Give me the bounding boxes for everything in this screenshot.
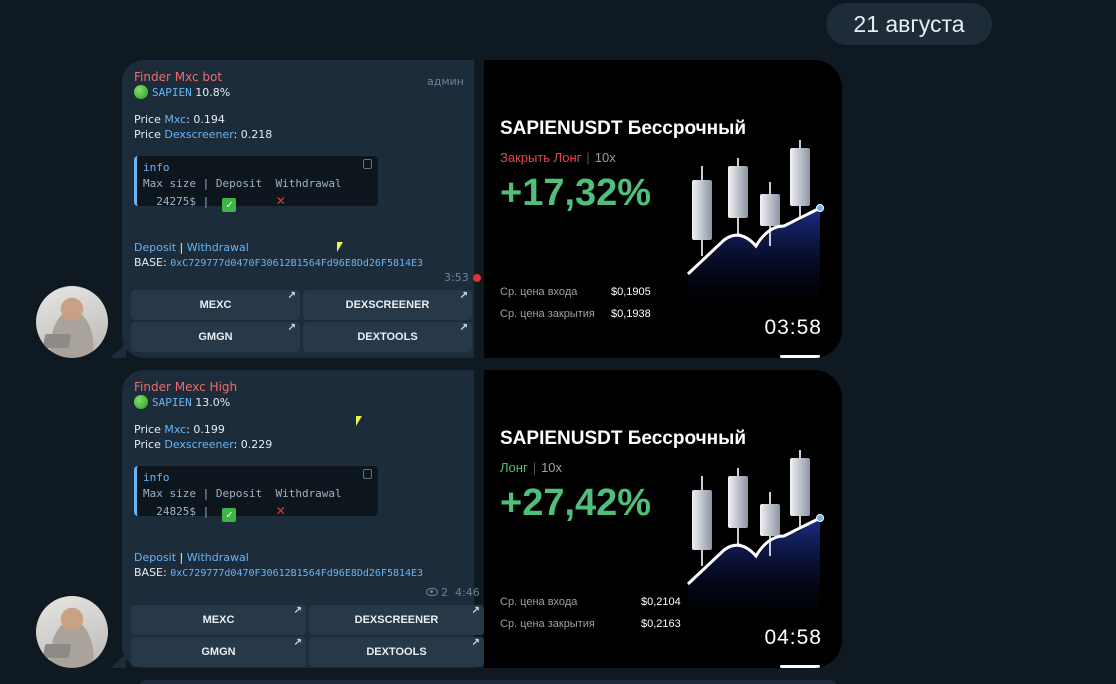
info-label: info [143, 161, 170, 174]
base-address[interactable]: 0xC729777d0470F30612B1564Fd96E8Dd26F5814… [170, 568, 424, 579]
progress-bar[interactable] [780, 355, 820, 358]
card-pnl: +27,42% [500, 482, 652, 524]
gmgn-button[interactable]: GMGN ↗ [131, 637, 306, 667]
progress-bar[interactable] [780, 665, 820, 668]
copy-icon[interactable] [363, 469, 372, 479]
check-mark-icon: ✓ [222, 198, 237, 212]
spread-value: 13.0% [195, 396, 231, 409]
next-message-edge [138, 680, 838, 684]
avatar[interactable] [36, 286, 108, 358]
external-arrow-icon: ↗ [459, 290, 468, 301]
entry-price: Ср. цена входа $0,2104 [500, 596, 681, 608]
video-duration: 03:58 [764, 316, 822, 339]
avatar[interactable] [36, 596, 108, 668]
eye-icon [426, 588, 438, 596]
dexscreener-link[interactable]: Dexscreener [164, 128, 234, 141]
external-arrow-icon: ↗ [293, 605, 302, 616]
price-mxc: Price Mxc: 0.199 [134, 423, 225, 436]
info-block[interactable]: info Max size | Deposit Withdrawal 24825… [134, 466, 378, 522]
reaction-indicator [473, 274, 481, 282]
token-line: SAPIEN 10.8% [134, 85, 466, 100]
mexc-button[interactable]: MEXC ↗ [131, 605, 306, 635]
external-arrow-icon: ↗ [459, 322, 468, 333]
base-line: BASE: 0xC729777d0470F30612B1564Fd96E8Dd2… [134, 566, 424, 579]
view-count: 2 [426, 586, 448, 599]
external-arrow-icon: ↗ [287, 322, 296, 333]
cross-mark-icon: ✕ [276, 501, 286, 519]
deposit-link[interactable]: Deposit [134, 551, 177, 564]
external-arrow-icon: ↗ [471, 637, 480, 648]
external-arrow-icon: ↗ [293, 637, 302, 648]
info-label: info [143, 471, 170, 484]
mexc-button[interactable]: MEXC ↗ [131, 290, 300, 320]
price-mxc: Price Mxc: 0.194 [134, 113, 225, 126]
info-header: Max size | Deposit Withdrawal [143, 487, 342, 500]
token-name[interactable]: SAPIEN [152, 396, 192, 409]
info-values: 24825$ | ✓ ✕ [143, 501, 286, 522]
dexscreener-button[interactable]: DEXSCREENER ↗ [309, 605, 484, 635]
admin-badge: админ [427, 75, 464, 88]
cross-mark-icon: ✕ [276, 191, 286, 209]
price-dex: Price Dexscreener: 0.218 [134, 128, 273, 141]
message-time: 4:46 [455, 586, 480, 599]
price-dex: Price Dexscreener: 0.229 [134, 438, 273, 451]
spread-value: 10.8% [195, 86, 231, 99]
date-separator: 21 августа [826, 3, 992, 45]
base-line: BASE: 0xC729777d0470F30612B1564Fd96E8Dd2… [134, 256, 424, 269]
green-circle-icon [134, 85, 148, 99]
copy-icon[interactable] [363, 159, 372, 169]
deposit-withdrawal-links: Deposit | Withdrawal [134, 551, 249, 564]
check-mark-icon: ✓ [222, 508, 237, 522]
video-duration: 04:58 [764, 626, 822, 649]
info-header: Max size | Deposit Withdrawal [143, 177, 342, 190]
card-side: Закрыть Лонг | 10x [500, 150, 616, 165]
external-arrow-icon: ↗ [471, 605, 480, 616]
mouse-cursor [356, 416, 362, 426]
mxc-link[interactable]: Mxc [164, 423, 187, 436]
card-title: SAPIENUSDT Бессрочный [500, 428, 746, 449]
card-side: Лонг | 10x [500, 460, 563, 475]
info-values: 24275$ | ✓ ✕ [143, 191, 286, 212]
deposit-link[interactable]: Deposit [134, 241, 177, 254]
close-price: Ср. цена закрытия $0,2163 [500, 618, 681, 630]
gmgn-button[interactable]: GMGN ↗ [131, 322, 300, 352]
external-arrow-icon: ↗ [287, 290, 296, 301]
dextools-button[interactable]: DEXTOOLS ↗ [309, 637, 484, 667]
entry-price: Ср. цена входа $0,1905 [500, 286, 651, 298]
sender-name[interactable]: Finder Mexc High [134, 380, 238, 394]
green-circle-icon [134, 395, 148, 409]
candlestick-illustration [686, 140, 824, 306]
base-address[interactable]: 0xC729777d0470F30612B1564Fd96E8Dd26F5814… [170, 258, 424, 269]
card-title: SAPIENUSDT Бессрочный [500, 118, 746, 139]
withdrawal-link[interactable]: Withdrawal [186, 551, 249, 564]
token-name[interactable]: SAPIEN [152, 86, 192, 99]
dexscreener-link[interactable]: Dexscreener [164, 438, 234, 451]
candlestick-illustration [686, 450, 824, 616]
mxc-link[interactable]: Mxc [164, 113, 187, 126]
pnl-card-image[interactable]: SAPIENUSDT Бессрочный Лонг | 10x +27,42% С… [484, 370, 842, 668]
deposit-withdrawal-links: Deposit | Withdrawal [134, 241, 249, 254]
pnl-card-image[interactable]: SAPIENUSDT Бессрочный Закрыть Лонг | 10x +… [484, 60, 842, 358]
dexscreener-button[interactable]: DEXSCREENER ↗ [303, 290, 472, 320]
card-pnl: +17,32% [500, 172, 652, 214]
mouse-cursor [337, 242, 343, 252]
sender-name[interactable]: Finder Mxc bot [134, 70, 223, 84]
token-line: SAPIEN 13.0% [134, 395, 466, 410]
dextools-button[interactable]: DEXTOOLS ↗ [303, 322, 472, 352]
withdrawal-link[interactable]: Withdrawal [186, 241, 249, 254]
message-time: 3:53 [444, 271, 469, 284]
close-price: Ср. цена закрытия $0,1938 [500, 308, 651, 320]
info-block[interactable]: info Max size | Deposit Withdrawal 24275… [134, 156, 378, 212]
